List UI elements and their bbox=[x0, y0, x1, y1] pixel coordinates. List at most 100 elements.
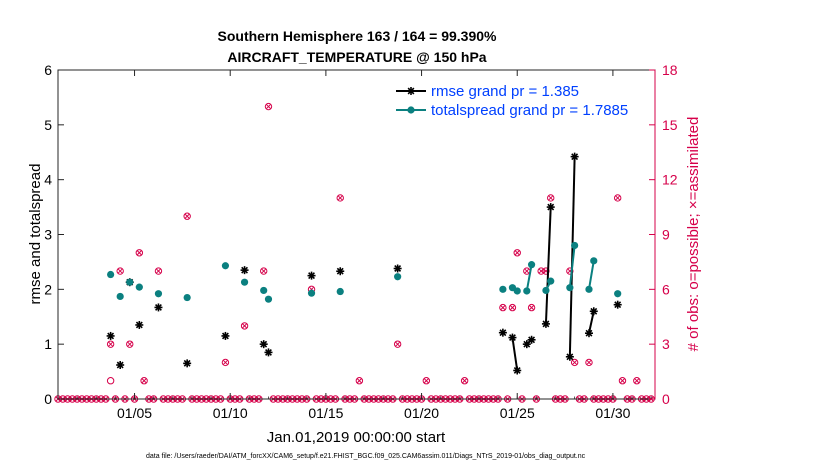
spread-point bbox=[542, 286, 550, 295]
spread-point bbox=[566, 284, 574, 292]
spread-point bbox=[585, 285, 593, 293]
spread-line-segment bbox=[587, 260, 595, 290]
spread-point bbox=[571, 241, 579, 250]
obs-assimilated-marker bbox=[393, 340, 402, 348]
obs-assimilated-marker bbox=[106, 340, 115, 348]
obs-assimilated-marker bbox=[570, 358, 579, 367]
spread-point bbox=[499, 285, 507, 293]
spread-point bbox=[260, 286, 268, 295]
rmse-point bbox=[570, 152, 579, 161]
obs-assimilated-marker bbox=[460, 377, 469, 385]
x-axis-label: Jan.01,2019 00:00:00 start bbox=[267, 429, 446, 446]
x-tick-label: 01/15 bbox=[308, 405, 343, 421]
legend-rmse-star bbox=[407, 87, 415, 95]
obs-assimilated-marker bbox=[585, 358, 593, 367]
spread-point bbox=[394, 273, 402, 281]
rmse-point bbox=[183, 359, 192, 368]
x-axis: 01/05 01/10 01/15 01/20 01/25 01/30 bbox=[76, 70, 652, 421]
rmse-line-segment bbox=[544, 207, 552, 324]
spread-point bbox=[240, 278, 249, 286]
y2-tick-label: 12 bbox=[662, 172, 678, 188]
rmse-point bbox=[393, 264, 402, 273]
y-tick-label: 4 bbox=[44, 172, 52, 188]
spread-line-segment bbox=[525, 264, 533, 292]
spread-point bbox=[126, 278, 134, 286]
spread-point bbox=[154, 290, 163, 298]
y-tick-label: 6 bbox=[44, 62, 52, 78]
y-tick-label: 1 bbox=[44, 336, 52, 352]
rmse-point bbox=[154, 303, 163, 312]
rmse-point bbox=[240, 266, 249, 275]
data-file-footer: data file: /Users/raeder/DAI/ATM_forcXX/… bbox=[146, 453, 586, 460]
rmse-point bbox=[546, 203, 555, 212]
legend-spread-label: totalspread grand pr = 1.7885 bbox=[431, 102, 628, 119]
spread-point bbox=[221, 262, 230, 270]
plot-area bbox=[57, 69, 656, 400]
obs-assimilated-marker bbox=[499, 303, 507, 312]
x-tick-label: 01/25 bbox=[500, 405, 535, 421]
rmse-point bbox=[541, 319, 550, 328]
rmse-point bbox=[106, 331, 115, 340]
obs-assimilated-marker bbox=[183, 212, 191, 220]
spread-point bbox=[513, 287, 521, 295]
legend-rmse-label: rmse grand pr = 1.385 bbox=[431, 83, 579, 100]
obs-assimilated-marker bbox=[126, 340, 134, 348]
rmse-point bbox=[307, 271, 316, 280]
spread-point bbox=[523, 287, 531, 295]
rmse-point bbox=[259, 340, 268, 349]
rmse-point bbox=[221, 331, 230, 340]
obs-assimilated-marker bbox=[116, 267, 124, 275]
x-tick-label: 01/05 bbox=[117, 405, 152, 421]
obs-assimilated-marker bbox=[154, 267, 163, 275]
obs-assimilated-marker bbox=[618, 377, 627, 385]
y2-tick-label: 9 bbox=[662, 227, 670, 243]
legend-spread-marker bbox=[407, 106, 415, 114]
obs-assimilated-marker bbox=[547, 194, 555, 202]
chart-subtitle: AIRCRAFT_TEMPERATURE @ 150 hPa bbox=[227, 49, 486, 65]
y2-tick-label: 18 bbox=[662, 62, 678, 78]
y-tick-label: 2 bbox=[44, 281, 52, 297]
spread-point bbox=[547, 277, 555, 285]
y-tick-label: 3 bbox=[44, 227, 52, 243]
spread-point bbox=[135, 283, 143, 291]
spread-point bbox=[183, 293, 191, 302]
y2-tick-label: 6 bbox=[662, 281, 670, 297]
chart-title: Southern Hemisphere 163 / 164 = 99.390% bbox=[218, 28, 498, 44]
y-axis-right: 0 3 6 9 12 15 18 bbox=[649, 62, 678, 407]
obs-assimilated-marker bbox=[221, 358, 230, 367]
rmse-point bbox=[264, 348, 273, 357]
rmse-line-segment bbox=[511, 337, 519, 371]
legend-box bbox=[393, 80, 650, 118]
y-axis-left: 0 1 2 3 4 5 6 bbox=[44, 62, 64, 407]
rmse-line-segment bbox=[568, 156, 576, 357]
obs-assimilated-marker bbox=[140, 377, 148, 385]
x-tick-label: 01/30 bbox=[595, 405, 630, 421]
obs-assimilated-marker bbox=[633, 377, 641, 385]
x-tick-label: 01/20 bbox=[404, 405, 439, 421]
series-lines bbox=[511, 156, 595, 371]
obs-assimilated-marker bbox=[336, 194, 344, 202]
rmse-point bbox=[589, 307, 598, 316]
y-tick-label: 0 bbox=[44, 391, 52, 407]
y2-tick-label: 3 bbox=[662, 336, 670, 352]
rmse-point bbox=[584, 329, 593, 338]
obs-assimilated-marker bbox=[355, 377, 364, 385]
obs-assimilated-marker bbox=[264, 102, 273, 111]
spread-point bbox=[527, 261, 536, 269]
x-tick-label: 01/10 bbox=[213, 405, 248, 421]
rmse-point bbox=[498, 328, 507, 337]
obs-assimilated-marker bbox=[527, 303, 536, 312]
legend-rmse-marker bbox=[407, 87, 415, 95]
series-markers bbox=[106, 152, 622, 375]
obs-assimilated-marker bbox=[613, 194, 622, 202]
y2-axis-label: # of obs: o=possible; ×=assimilated bbox=[685, 117, 702, 352]
rmse-point bbox=[508, 333, 517, 342]
rmse-point bbox=[336, 267, 345, 276]
y-axis-label: rmse and totalspread bbox=[27, 164, 44, 305]
rmse-point bbox=[527, 335, 536, 344]
rmse-point bbox=[116, 361, 125, 370]
obs-assimilated-marker bbox=[240, 322, 249, 330]
legend: rmse grand pr = 1.385 totalspread grand … bbox=[393, 80, 650, 119]
rmse-point bbox=[565, 352, 574, 361]
spread-point bbox=[116, 292, 124, 301]
